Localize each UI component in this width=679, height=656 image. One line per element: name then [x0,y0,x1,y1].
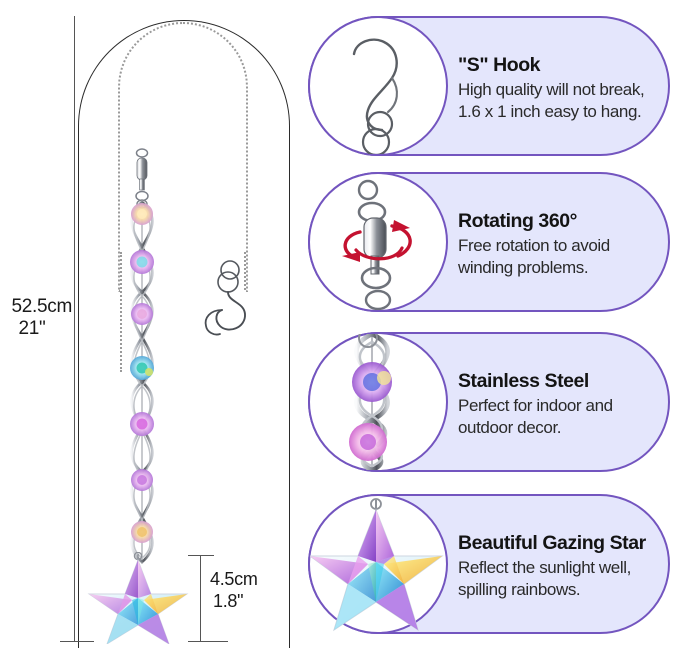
feature-card-gazing-star: Beautiful Gazing Star Reflect the sunlig… [308,494,670,634]
stainless-steel-spiral-spinner [130,200,154,564]
star-dimension-line [200,556,201,642]
feature-image-circle [308,494,448,634]
feature-card-stainless-steel: Stainless Steel Perfect for indoor and o… [308,332,670,472]
height-dimension-label: 52.5cm 21" [0,296,72,341]
star-dimension-label: 4.5cm 1.8" [210,569,290,612]
feature-card-rotating-360: Rotating 360° Free rotation to avoid win… [308,172,670,312]
feature-desc-line2: spilling rainbows. [458,579,581,599]
star-inch: 1.8" [213,590,244,611]
feature-desc-line2: 1.6 x 1 inch easy to hang. [458,101,642,121]
star-cm: 4.5cm [210,569,258,589]
feature-title: Beautiful Gazing Star [458,532,646,555]
stainless-spiral-icon [349,334,392,470]
swivel-rotation-icon [342,179,412,310]
chain-right-tail [244,252,246,290]
crystal-bead [130,412,154,436]
feature-title: "S" Hook [458,54,541,77]
feature-text-block: Beautiful Gazing Star Reflect the sunlig… [458,496,664,636]
chain-left-tail [120,252,122,372]
feature-card-s-hook: "S" Hook High quality will not break, 1.… [308,16,670,156]
s-hook-illustration [204,260,246,336]
feature-text-block: Stainless Steel Perfect for indoor and o… [458,334,664,474]
feature-title: Stainless Steel [458,370,589,393]
crystal-bead [131,469,153,491]
feature-image-circle [308,16,448,156]
star-dimension-tick-bottom [188,641,228,642]
s-hook-icon [352,38,398,154]
height-dimension-tick [60,641,94,642]
feature-desc-line1: Reflect the sunlight well, [458,558,631,578]
feature-text-block: Rotating 360° Free rotation to avoid win… [458,174,664,314]
height-inch: 21" [18,318,46,340]
crystal-bead [130,356,154,380]
feature-text-block: "S" Hook High quality will not break, 1.… [458,18,664,158]
height-cm: 52.5cm [11,296,72,317]
feature-desc-line1: Perfect for indoor and [458,396,613,416]
feature-desc-line1: Free rotation to avoid [458,236,610,256]
feature-desc-line2: outdoor decor. [458,417,562,437]
feature-title: Rotating 360° [458,210,577,233]
feature-cards-list: "S" Hook High quality will not break, 1.… [302,0,679,656]
crystal-bead [131,521,153,543]
feature-desc-line1: High quality will not break, [458,80,645,100]
star-dimension-tick-top [188,555,214,556]
crystal-bead [131,303,153,325]
arch-frame-outline [78,20,290,648]
feature-image-circle [308,332,448,472]
crystal-bead [131,203,153,225]
crystal-gazing-star [87,552,189,644]
chain-arc [118,22,248,292]
crystal-bead [130,250,154,274]
feature-desc-line2: winding problems. [458,257,589,277]
feature-image-circle [308,172,448,312]
height-dimension-line [74,16,75,642]
hanging-chain [118,22,248,372]
product-image-panel: 52.5cm 21" 4.5cm 1.8" [0,0,300,656]
crystal-star-icon [310,498,444,632]
